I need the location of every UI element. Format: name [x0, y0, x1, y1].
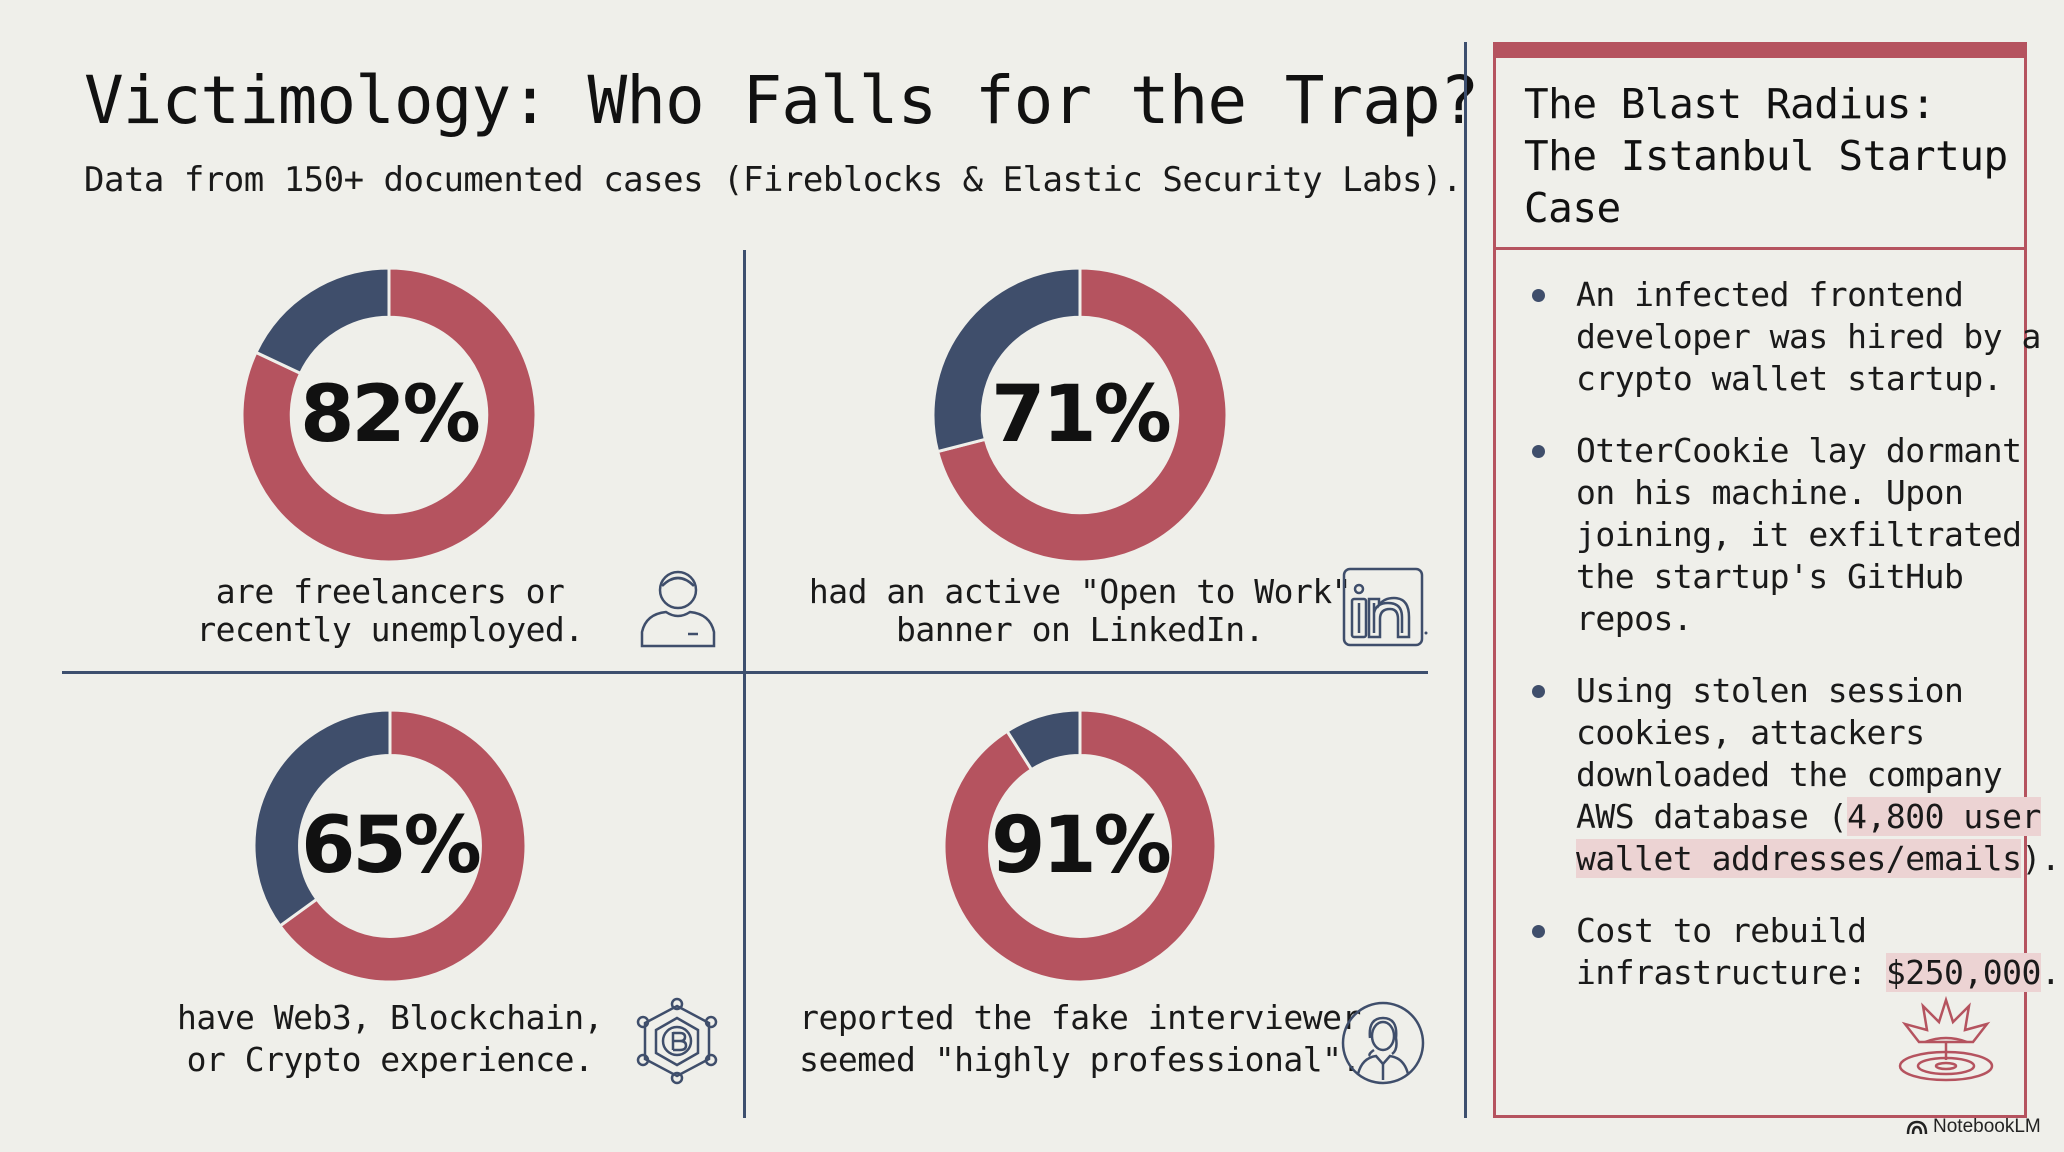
bullet-item: OtterCookie lay dormant on his machine. … [1526, 430, 2022, 640]
page-subtitle: Data from 150+ documented cases (Fireblo… [84, 160, 1462, 200]
donut-svg [942, 708, 1218, 984]
donut-chart-professional: 91% [942, 708, 1218, 984]
panel-title-line: Case [1524, 184, 1621, 232]
donut-label: 91% [991, 801, 1172, 891]
bullet-line: on his machine. Upon [1576, 473, 1964, 512]
bullet-line: An infected frontend [1576, 275, 1964, 314]
grid-divider-vertical [743, 250, 746, 1118]
donut-label: 71% [991, 370, 1172, 460]
bullet-item: Using stolen session cookies, attackers … [1526, 670, 2061, 880]
highlight-text: 4,800 user [1847, 797, 2041, 836]
text-run: . [2040, 953, 2061, 992]
brand-label: NotebookLM [1933, 1116, 2041, 1137]
donut-label: 65% [301, 801, 482, 891]
bullet-line: Cost to rebuild [1576, 911, 1867, 950]
donut-slice-remainder [253, 266, 391, 376]
donut-chart-open-to-work: 71% [931, 266, 1229, 564]
donut-slice-primary [935, 266, 1229, 564]
bullet-line: infrastructure: $250,000. [1576, 952, 2061, 994]
bullet-line: wallet addresses/emails). [1576, 838, 2061, 880]
text-run: AWS database ( [1576, 797, 1848, 836]
bullet-item: Cost to rebuild infrastructure: $250,000… [1526, 910, 2061, 994]
donut-label: 82% [300, 370, 481, 460]
caption-line: banner on LinkedIn. [896, 610, 1265, 649]
highlight-text: $250,000 [1885, 953, 2041, 992]
panel-bullet-list: An infected frontend developer was hired… [1496, 250, 2061, 994]
page-title: Victimology: Who Falls for the Trap? [84, 62, 1479, 139]
panel-title-line: The Istanbul Startup [1524, 132, 2008, 180]
donut-chart-web3: 65% [252, 708, 528, 984]
bitcoin-network-icon [636, 997, 718, 1085]
donut-svg [931, 266, 1229, 564]
notebooklm-brand: NotebookLM [1906, 1116, 2041, 1138]
panel-title-line: The Blast Radius: [1524, 80, 1936, 128]
bullet-dot-icon [1532, 685, 1545, 698]
donut-slice-primary [942, 708, 1218, 984]
caption-web3: have Web3, Blockchain, or Crypto experie… [140, 997, 640, 1081]
bullet-dot-icon [1532, 445, 1545, 458]
donut-slice-remainder [252, 708, 392, 929]
linkedin-icon [1342, 567, 1428, 647]
caption-line: seemed "highly professional". [799, 1040, 1361, 1079]
bullet-line: downloaded the company [1576, 755, 2003, 794]
bullet-dot-icon [1532, 925, 1545, 938]
donut-slice-primary [277, 708, 528, 984]
bullet-line: Using stolen session [1576, 671, 1964, 710]
bullet-line: AWS database (4,800 user [1576, 796, 2041, 838]
donut-slice-remainder [931, 266, 1082, 454]
donut-slice-remainder [1005, 708, 1082, 772]
bullet-line: cookies, attackers [1576, 713, 1925, 752]
interviewer-icon [1341, 1001, 1425, 1085]
text-run: ). [2021, 839, 2061, 878]
caption-professional: reported the fake interviewer seemed "hi… [790, 997, 1370, 1081]
grid-divider-horizontal [62, 671, 1428, 674]
caption-line: recently unemployed. [196, 610, 584, 649]
caption-line: had an active "Open to Work" [808, 572, 1352, 611]
donut-svg [240, 266, 538, 564]
caption-line: or Crypto experience. [186, 1040, 594, 1079]
bullet-line: crypto wallet startup. [1576, 359, 2003, 398]
caption-line: are freelancers or [215, 572, 565, 611]
donut-slice-primary [240, 266, 538, 564]
bullet-line: repos. [1576, 599, 1693, 638]
bullet-line: the startup's GitHub [1576, 557, 1964, 596]
bullet-dot-icon [1532, 289, 1545, 302]
person-icon [640, 570, 716, 648]
bullet-line: OtterCookie lay dormant [1576, 431, 2022, 470]
highlight-text: wallet addresses/emails [1576, 839, 2022, 878]
caption-line: have Web3, Blockchain, [176, 998, 604, 1037]
caption-open-to-work: had an active "Open to Work" banner on L… [800, 573, 1360, 649]
panel-divider [1464, 42, 1467, 1118]
donut-svg [252, 708, 528, 984]
panel-title: The Blast Radius: The Istanbul Startup C… [1496, 58, 2024, 250]
donut-chart-freelancers: 82% [240, 266, 538, 564]
notebooklm-logo-icon [1906, 1120, 1928, 1135]
explosion-icon [1898, 995, 1994, 1082]
bullet-line: joining, it exfiltrated [1576, 515, 2022, 554]
bullet-item: An infected frontend developer was hired… [1526, 274, 2041, 400]
caption-freelancers: are freelancers or recently unemployed. [140, 573, 640, 649]
text-run: infrastructure: [1576, 953, 1886, 992]
caption-line: reported the fake interviewer [799, 998, 1361, 1037]
blast-radius-panel: The Blast Radius: The Istanbul Startup C… [1493, 42, 2061, 1118]
bullet-line: developer was hired by a [1576, 317, 2041, 356]
